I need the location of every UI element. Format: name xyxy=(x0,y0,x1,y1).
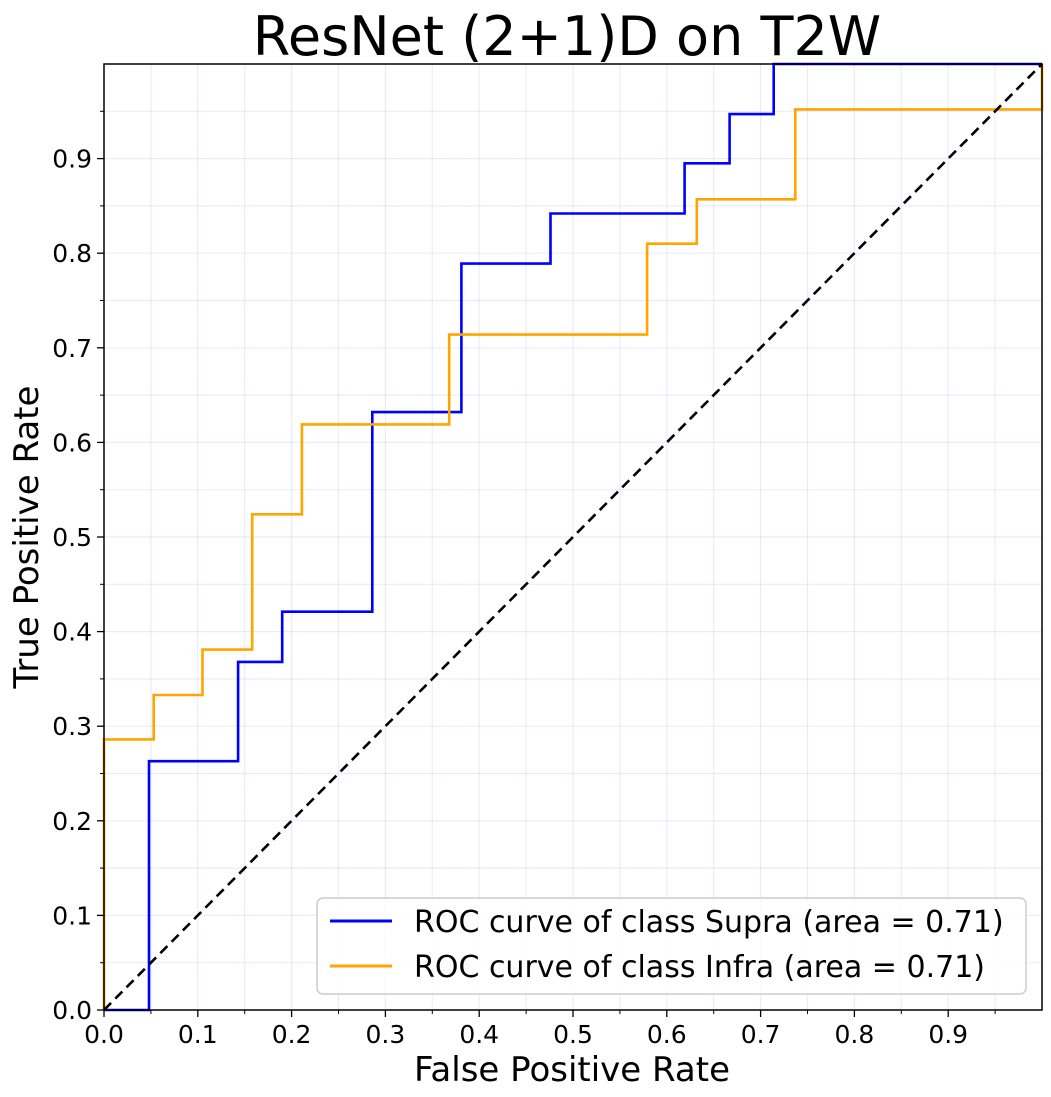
series-group xyxy=(102,62,1044,1012)
legend-box xyxy=(316,897,1027,995)
x-tick-label: 0.0 xyxy=(84,1020,124,1049)
y-tick-label: 0.1 xyxy=(52,901,92,930)
x-tick-label: 0.6 xyxy=(647,1020,687,1049)
axis-ticks: 0.0 0.1 0.2 0.3 0.4 0.5 0.6 0.7 0.8 0.9 0.0 0.1 0.2 0… xyxy=(52,110,996,1049)
y-tick-label: 0.7 xyxy=(52,334,92,363)
diagonal-reference-line xyxy=(103,63,1043,1011)
series-line-1 xyxy=(102,64,1044,1010)
x-tick-label: 0.5 xyxy=(553,1020,593,1049)
y-tick-label: 0.3 xyxy=(52,712,92,741)
x-tick-label: 0.4 xyxy=(459,1020,499,1049)
y-tick-label: 0.9 xyxy=(52,145,92,174)
y-tick-label: 0.5 xyxy=(52,523,92,552)
y-tick-label: 0.6 xyxy=(52,428,92,457)
x-tick-label: 0.7 xyxy=(741,1020,781,1049)
grid xyxy=(104,64,1042,1010)
chart-title: ResNet (2+1)D on T2W xyxy=(253,5,881,68)
x-axis-label: False Positive Rate xyxy=(414,1050,730,1090)
legend-label-supra: ROC curve of class Supra (area = 0.71) xyxy=(414,905,1004,940)
y-tick-label: 0.0 xyxy=(52,996,92,1025)
legend: ROC curve of class Supra (area = 0.71) R… xyxy=(316,897,1027,995)
legend-label-infra: ROC curve of class Infra (area = 0.71) xyxy=(414,950,985,985)
x-tick-label: 0.8 xyxy=(835,1020,875,1049)
x-tick-label: 0.2 xyxy=(272,1020,312,1049)
y-tick-label: 0.4 xyxy=(52,618,92,647)
series-line-0 xyxy=(104,62,1042,1012)
y-tick-label: 0.8 xyxy=(52,239,92,268)
x-tick-label: 0.9 xyxy=(928,1020,968,1049)
y-tick-label: 0.2 xyxy=(52,807,92,836)
x-tick-label: 0.3 xyxy=(366,1020,406,1049)
y-axis-label: True Positive Rate xyxy=(7,386,47,690)
x-tick-label: 0.1 xyxy=(178,1020,218,1049)
